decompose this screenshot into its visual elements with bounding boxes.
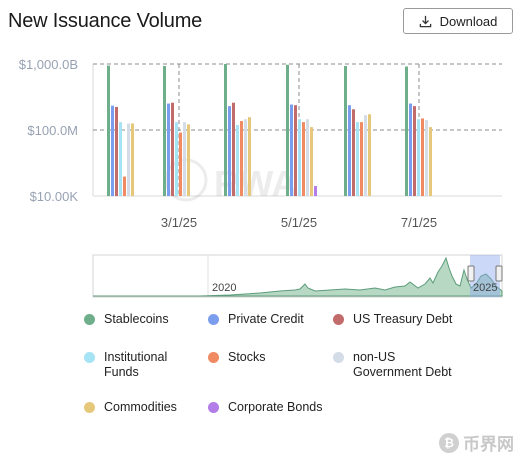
bar-institutional-funds — [298, 119, 301, 196]
bar-private-credit — [167, 103, 170, 196]
axes: $1,000.0B $100.0M $10.00K 3/1/25 5/1/25 7/1/2… — [19, 57, 437, 230]
watermark-mark: RWA — [214, 163, 297, 204]
bar-non-us-government-debt — [306, 119, 309, 196]
chart-area[interactable]: RWA $1,000.0B $100.0M $10.00K 3/1/25 5/1/25 7… — [0, 0, 522, 310]
legend-label: Institutional Funds — [104, 350, 168, 379]
bitcoin-icon: ₿ — [439, 432, 459, 453]
bar-non-us-government-debt — [183, 122, 186, 196]
legend-item[interactable]: non-US Government Debt — [333, 350, 453, 380]
bar-institutional-funds — [236, 125, 239, 196]
bar-corporate-bonds — [314, 186, 317, 196]
bar-us-treasury-debt — [232, 102, 235, 196]
overview-left-handle — [467, 265, 475, 282]
legend-label: Stocks — [228, 350, 266, 364]
overview-label-2020: 2020 — [212, 282, 236, 294]
bar-stablecoins — [405, 66, 408, 197]
y-tick-label: $1,000.0B — [19, 57, 78, 72]
bar-commodities — [248, 117, 251, 196]
y-tick-label: $100.0M — [27, 123, 78, 138]
bar-private-credit — [348, 105, 351, 196]
bar-stablecoins — [224, 64, 227, 196]
download-button-label: Download — [439, 13, 498, 29]
overview-navigator[interactable]: 2020 2025 — [92, 254, 503, 298]
bars — [107, 64, 432, 197]
bar-stablecoins — [286, 64, 289, 196]
legend-item[interactable]: Institutional Funds — [84, 350, 204, 380]
bar-us-treasury-debt — [115, 106, 118, 196]
bar-private-credit — [290, 104, 293, 196]
grid — [92, 63, 502, 197]
legend-label: Private Credit — [228, 312, 304, 326]
bar-us-treasury-debt — [413, 106, 416, 196]
legend-swatch — [84, 352, 95, 363]
legend-item[interactable]: Corporate Bonds — [208, 400, 328, 415]
chart-title: New Issuance Volume — [8, 10, 203, 32]
legend-swatch — [208, 402, 219, 413]
bar-us-treasury-debt — [352, 109, 355, 196]
bar-stocks — [179, 132, 182, 196]
bar-us-treasury-debt — [294, 105, 297, 196]
bar-stocks — [421, 118, 424, 196]
legend-swatch — [208, 314, 219, 325]
bar-institutional-funds — [356, 122, 359, 196]
legend-label: non-US Government Debt — [353, 350, 452, 379]
legend-item[interactable]: Commodities — [84, 400, 204, 415]
legend-item[interactable]: Stocks — [208, 350, 328, 365]
bar-stocks — [360, 122, 363, 196]
bar-stablecoins — [163, 66, 166, 196]
bar-commodities — [131, 123, 134, 196]
bar-institutional-funds — [175, 122, 178, 196]
x-tick-label: 3/1/25 — [161, 215, 197, 230]
bar-commodities — [368, 114, 371, 196]
legend-item[interactable]: Private Credit — [208, 312, 328, 327]
legend-swatch — [333, 352, 344, 363]
bar-stocks — [123, 176, 126, 196]
legend-swatch — [84, 402, 95, 413]
overview-label-2025: 2025 — [473, 282, 497, 294]
legend-label: Corporate Bonds — [228, 400, 323, 414]
x-tick-label: 5/1/25 — [281, 215, 317, 230]
bar-private-credit — [409, 103, 412, 196]
overview-selection-window — [470, 255, 500, 297]
bar-stablecoins — [107, 65, 110, 196]
bar-stocks — [302, 122, 305, 196]
bar-stablecoins — [344, 66, 347, 196]
bar-non-us-government-debt — [127, 123, 130, 196]
legend-item[interactable]: US Treasury Debt — [333, 312, 453, 327]
legend-label: Stablecoins — [104, 312, 169, 326]
legend-item[interactable]: Stablecoins — [84, 312, 204, 327]
bar-private-credit — [228, 106, 231, 196]
overview-area — [93, 256, 503, 297]
site-watermark: ₿ 币界网 — [439, 430, 514, 455]
bar-institutional-funds — [417, 119, 420, 196]
overview-right-handle — [495, 265, 503, 282]
download-icon — [419, 15, 431, 27]
bar-non-us-government-debt — [425, 120, 428, 196]
bar-commodities — [429, 127, 432, 196]
bar-commodities — [187, 124, 190, 196]
x-tick-label: 7/1/25 — [401, 215, 437, 230]
bar-non-us-government-debt — [244, 119, 247, 196]
bar-commodities — [310, 127, 313, 196]
legend-label: US Treasury Debt — [353, 312, 453, 326]
bar-institutional-funds — [119, 122, 122, 196]
legend-swatch — [84, 314, 95, 325]
legend-swatch — [333, 314, 344, 325]
legend-label: Commodities — [104, 400, 177, 414]
y-tick-label: $10.00K — [30, 189, 79, 204]
bar-stocks — [240, 121, 243, 196]
bar-private-credit — [111, 105, 114, 196]
watermark-text: 币界网 — [463, 435, 514, 454]
bar-non-us-government-debt — [364, 115, 367, 196]
legend-swatch — [208, 352, 219, 363]
bar-us-treasury-debt — [171, 102, 174, 196]
download-button[interactable]: Download — [403, 8, 513, 34]
